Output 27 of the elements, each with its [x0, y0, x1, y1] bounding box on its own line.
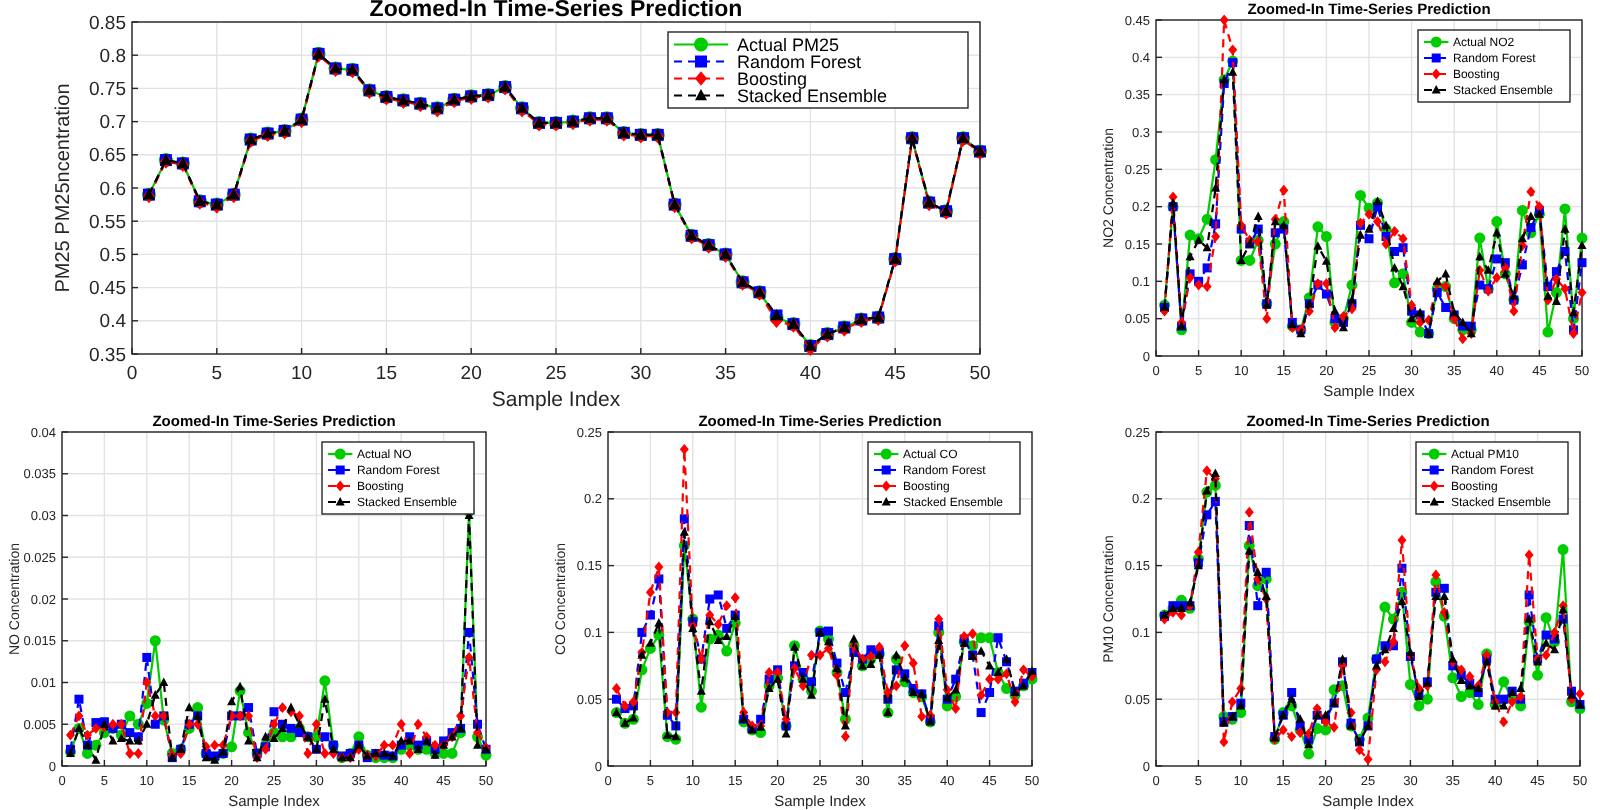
legend-label: Actual PM25 [737, 34, 840, 55]
x-tick-label: 35 [715, 363, 737, 385]
y-tick-label: 0.85 [89, 12, 126, 35]
y-tick-label: 0.5 [99, 245, 126, 268]
y-tick-label: 0.6 [99, 178, 126, 201]
y-tick-label: 0.75 [89, 79, 126, 102]
y-axis-title: PM25 PM25ncentration [53, 83, 76, 293]
x-tick-label: 15 [375, 363, 397, 385]
y-tick-label: 0.7 [99, 112, 126, 135]
y-tick-label: 0.45 [89, 278, 126, 301]
legend-label: Boosting [737, 68, 808, 89]
x-tick-label: 10 [291, 363, 313, 385]
y-tick-label: 0.65 [89, 145, 126, 168]
chart-title: Zoomed-In Time-Series Prediction [369, 0, 743, 22]
x-tick-label: 50 [969, 363, 991, 385]
x-tick-label: 45 [884, 363, 906, 385]
y-tick-label: 0.35 [89, 344, 126, 367]
x-tick-label: 30 [630, 363, 652, 385]
y-tick-label: 0.4 [99, 311, 126, 334]
x-tick-label: 5 [211, 363, 223, 385]
x-tick-label: 25 [545, 363, 567, 385]
y-tick-label: 0.8 [99, 45, 126, 68]
y-tick-label: 0.55 [89, 211, 126, 234]
legend-label: Random Forest [737, 51, 863, 72]
x-tick-label: 20 [460, 363, 482, 385]
x-tick-label: 40 [799, 363, 821, 385]
x-axis-title: Sample Index [491, 388, 622, 412]
